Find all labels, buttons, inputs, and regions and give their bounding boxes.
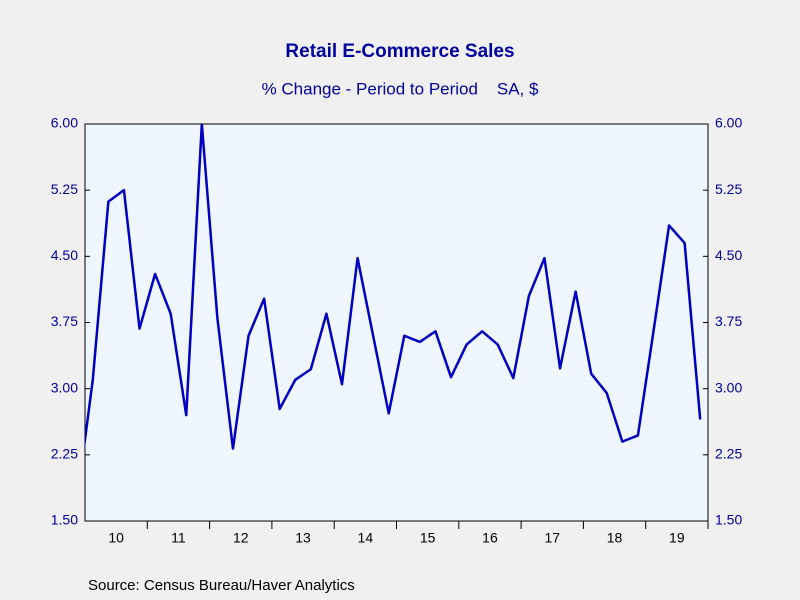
plot-area [84,123,709,522]
y2-tick-label: 3.00 [715,379,742,395]
y-tick-label: 2.25 [51,446,78,462]
y-tick-label: 4.50 [51,247,78,263]
y2-tick-label: 6.00 [715,115,742,131]
x-tick-label: 17 [544,530,560,546]
source-note: Source: Census Bureau/Haver Analytics [88,577,355,594]
y-tick-label: 3.75 [51,313,78,329]
x-tick-label: 12 [233,530,249,546]
x-tick-label: 14 [358,530,374,546]
y2-tick-label: 3.75 [715,313,742,329]
y2-tick-label: 2.25 [715,446,742,462]
y2-tick-label: 5.25 [715,181,742,197]
x-tick-label: 13 [295,530,311,546]
y-tick-label: 5.25 [51,181,78,197]
y-tick-label: 3.00 [51,379,78,395]
x-tick-label: 10 [108,530,124,546]
chart-title: Retail E-Commerce Sales [285,41,514,62]
chart-subtitle: % Change - Period to Period SA, $ [262,79,539,98]
x-tick-label: 11 [171,530,186,546]
y-tick-label: 1.50 [51,512,78,528]
y-tick-label: 6.00 [51,115,78,131]
y2-tick-label: 1.50 [715,512,742,528]
x-tick-label: 16 [482,530,498,546]
x-tick-label: 15 [420,530,436,546]
y2-tick-label: 4.50 [715,247,742,263]
data-line [85,124,702,450]
x-tick-label: 18 [607,530,623,546]
x-tick-label: 19 [669,530,685,546]
